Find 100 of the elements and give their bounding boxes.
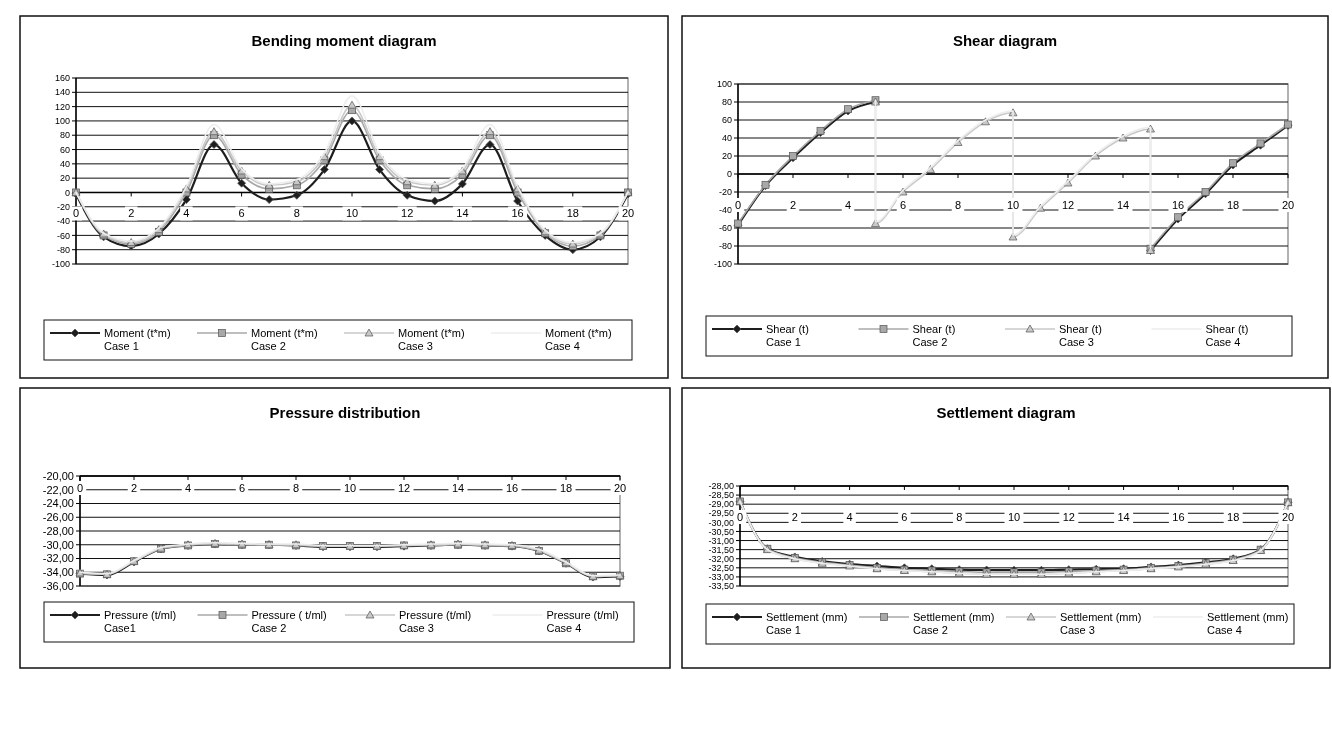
y-tick-label: 140 (54, 87, 70, 98)
y-tick-label: -32,50 (708, 562, 734, 573)
x-tick-label: 8 (293, 207, 300, 220)
y-tick-label: 100 (716, 79, 732, 90)
x-tick-label: 6 (899, 199, 907, 211)
x-tick-label: 20 (1281, 511, 1295, 523)
x-tick-label: 2 (128, 207, 135, 220)
legend-label: Settlement (mm) Case 4 (1207, 611, 1289, 636)
y-tick-label: -33,50 (708, 581, 734, 592)
x-tick-label: 6 (238, 482, 246, 494)
x-tick-label: 12 (1062, 511, 1075, 523)
x-tick-label: 12 (1061, 199, 1075, 211)
y-tick-label: -20 (718, 187, 732, 198)
y-tick-label: 120 (54, 101, 70, 112)
y-tick-label: -32,00 (42, 552, 74, 565)
chart-title: Shear diagram (952, 32, 1058, 49)
y-tick-label: 100 (54, 116, 70, 127)
y-tick-label: -80 (718, 241, 732, 252)
legend-label: Settlement (mm) Case 3 (1060, 611, 1142, 636)
legend-label: Pressure ( t/ml) Case 2 (251, 609, 327, 634)
y-tick-label: -28,00 (708, 481, 734, 492)
y-tick-label: -40 (718, 205, 732, 216)
legend-label: Moment (t*m) Case 4 (545, 327, 612, 352)
y-tick-label: 40 (59, 159, 70, 169)
legend-label: Pressure (t/ml) Case 4 (546, 609, 619, 634)
x-tick-label: 18 (1226, 199, 1240, 211)
y-tick-label: 60 (721, 115, 732, 126)
y-tick-label: -40 (56, 216, 70, 227)
y-tick-label: -100 (51, 259, 70, 270)
legend-label: Pressure (t/ml) Case 3 (399, 609, 472, 634)
x-tick-label: 0 (734, 199, 742, 211)
y-tick-label: 0 (726, 169, 732, 180)
y-tick-label: 0 (64, 187, 70, 198)
x-tick-label: 16 (1171, 199, 1185, 211)
y-tick-label: -20 (56, 201, 70, 212)
y-tick-label: -30,00 (708, 517, 734, 528)
legend-label: Shear (t) Case 2 (912, 323, 956, 348)
chart-title: Settlement diagram (936, 404, 1076, 421)
x-tick-label: 6 (238, 207, 245, 220)
y-tick-label: -36,00 (42, 579, 74, 592)
x-tick-label: 12 (397, 482, 411, 494)
x-tick-label: 4 (846, 511, 853, 523)
y-tick-label: 20 (721, 151, 732, 162)
y-tick-label: 80 (721, 97, 732, 108)
x-tick-label: 18 (559, 482, 573, 494)
y-tick-label: -28,00 (42, 524, 74, 537)
x-tick-label: 2 (789, 199, 797, 211)
x-tick-label: 0 (736, 511, 744, 523)
legend-label: Moment (t*m) Case 2 (251, 327, 318, 352)
y-tick-label: -31,00 (708, 535, 734, 546)
y-tick-label: 80 (59, 130, 70, 141)
legend-label: Shear (t) Case 1 (766, 323, 809, 348)
chart-title: Pressure distribution (269, 404, 421, 421)
y-tick-label: 40 (721, 133, 732, 144)
y-tick-label: -100 (713, 259, 732, 270)
y-tick-label: -29,50 (708, 508, 734, 519)
y-tick-label: 20 (59, 173, 70, 184)
x-tick-label: 14 (456, 207, 469, 220)
x-tick-label: 14 (451, 482, 465, 494)
y-tick-label: -33,00 (708, 572, 734, 583)
legend-label: Shear (t) Case 3 (1059, 323, 1102, 348)
y-tick-label: -34,00 (42, 566, 74, 579)
x-tick-label: 8 (956, 511, 963, 523)
y-tick-label: -32,00 (708, 553, 734, 564)
x-tick-label: 8 (292, 482, 300, 494)
x-tick-label: 14 (1116, 199, 1130, 211)
y-tick-label: -26,00 (42, 511, 74, 524)
x-tick-label: 14 (1117, 511, 1130, 523)
x-tick-label: 20 (621, 207, 635, 220)
x-tick-label: 20 (613, 482, 627, 494)
y-tick-label: -24,00 (42, 497, 74, 510)
y-tick-label: -31,50 (708, 544, 734, 555)
x-tick-label: 8 (954, 199, 962, 211)
x-tick-label: 16 (511, 207, 524, 220)
x-tick-label: 18 (566, 207, 579, 220)
y-tick-label: -30,50 (708, 526, 734, 537)
y-tick-label: -22,00 (42, 483, 74, 496)
x-tick-label: 20 (1281, 199, 1295, 211)
y-tick-label: -30,00 (42, 538, 74, 551)
y-tick-label: -80 (56, 244, 70, 255)
x-tick-label: 16 (1172, 511, 1185, 523)
x-tick-label: 10 (1007, 511, 1021, 523)
y-tick-label: -29,00 (708, 499, 734, 510)
legend-label: Settlement (mm) Case 1 (766, 611, 848, 636)
x-tick-label: 16 (505, 482, 519, 494)
y-tick-label: -60 (718, 223, 732, 234)
x-tick-label: 6 (901, 511, 908, 523)
y-tick-label: -28,50 (708, 490, 734, 501)
legend-label: Moment (t*m) Case 1 (104, 327, 171, 352)
legend-label: Settlement (mm) Case 2 (913, 611, 995, 636)
chart-title: Bending moment diagram (251, 32, 437, 49)
y-tick-label: -60 (56, 230, 70, 241)
x-tick-label: 10 (345, 207, 359, 220)
x-tick-label: 18 (1227, 511, 1240, 523)
y-tick-label: 160 (54, 73, 70, 84)
y-tick-label: -20,00 (42, 469, 74, 482)
x-tick-label: 4 (184, 482, 192, 494)
x-tick-label: 0 (76, 482, 84, 494)
x-tick-label: 2 (130, 482, 138, 494)
x-tick-label: 4 (844, 199, 852, 211)
